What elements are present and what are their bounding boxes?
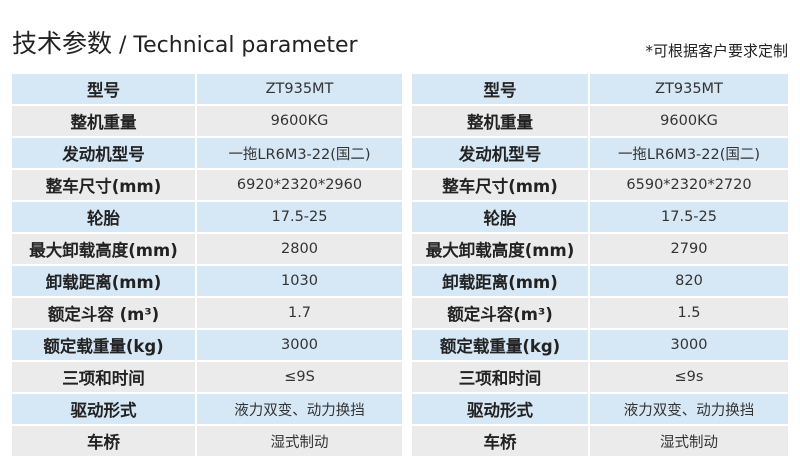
spec-table-right: 型号 ZT935MT 整机重量 9600KG 发动机型号 一拖LR6M3-22(国二) 整车… (410, 72, 790, 458)
spec-value: ZT935MT (197, 74, 402, 104)
spec-value: 2800 (197, 234, 402, 264)
spec-value: 6590*2320*2720 (590, 170, 788, 200)
spec-value: 17.5-25 (197, 202, 402, 232)
spec-value: 3000 (590, 330, 788, 360)
spec-label: 最大卸载高度(mm) (12, 234, 195, 264)
title-en: Technical parameter (133, 33, 358, 58)
spec-label: 卸载距离(mm) (412, 266, 588, 296)
table-row: 额定斗容(m³) 1.5 (412, 298, 788, 328)
spec-value: 2790 (590, 234, 788, 264)
table-row: 型号 ZT935MT (12, 74, 402, 104)
spec-label: 最大卸载高度(mm) (412, 234, 588, 264)
table-row: 三项和时间 ≤9s (412, 362, 788, 392)
spec-label: 整车尺寸(mm) (12, 170, 195, 200)
spec-value: 湿式制动 (590, 426, 788, 456)
spec-label: 三项和时间 (412, 362, 588, 392)
spec-value: 液力双变、动力换挡 (197, 394, 402, 424)
spec-label: 额定载重量(kg) (412, 330, 588, 360)
spec-value: 3000 (197, 330, 402, 360)
table-row: 额定载重量(kg) 3000 (412, 330, 788, 360)
table-row: 驱动形式 液力双变、动力换挡 (412, 394, 788, 424)
table-row: 车桥 湿式制动 (412, 426, 788, 456)
table-row: 整车尺寸(mm) 6920*2320*2960 (12, 170, 402, 200)
spec-value: 湿式制动 (197, 426, 402, 456)
table-row: 整机重量 9600KG (12, 106, 402, 136)
table-row: 额定载重量(kg) 3000 (12, 330, 402, 360)
spec-label: 额定斗容 (m³) (12, 298, 195, 328)
spec-value: 6920*2320*2960 (197, 170, 402, 200)
spec-label: 轮胎 (412, 202, 588, 232)
spec-value: ≤9S (197, 362, 402, 392)
spec-label: 驱动形式 (412, 394, 588, 424)
table-row: 驱动形式 液力双变、动力换挡 (12, 394, 402, 424)
spec-value: ≤9s (590, 362, 788, 392)
title-separator: / (112, 33, 134, 58)
spec-label: 型号 (12, 74, 195, 104)
title-cn: 技术参数 (12, 29, 113, 58)
spec-value: 9600KG (197, 106, 402, 136)
page-title: 技术参数 / Technical parameter (12, 24, 358, 60)
spec-label: 额定斗容(m³) (412, 298, 588, 328)
table-row: 卸载距离(mm) 820 (412, 266, 788, 296)
table-row: 额定斗容 (m³) 1.7 (12, 298, 402, 328)
spec-value: 1.7 (197, 298, 402, 328)
table-row: 三项和时间 ≤9S (12, 362, 402, 392)
spec-value: ZT935MT (590, 74, 788, 104)
spec-label: 发动机型号 (412, 138, 588, 168)
spec-value: 17.5-25 (590, 202, 788, 232)
table-row: 轮胎 17.5-25 (412, 202, 788, 232)
spec-label: 额定载重量(kg) (12, 330, 195, 360)
spec-label: 整机重量 (412, 106, 588, 136)
table-row: 最大卸载高度(mm) 2800 (12, 234, 402, 264)
spec-value: 一拖LR6M3-22(国二) (590, 138, 788, 168)
spec-label: 卸载距离(mm) (12, 266, 195, 296)
spec-label: 整车尺寸(mm) (412, 170, 588, 200)
table-row: 发动机型号 一拖LR6M3-22(国二) (12, 138, 402, 168)
spec-label: 三项和时间 (12, 362, 195, 392)
spec-label: 发动机型号 (12, 138, 195, 168)
table-row: 整机重量 9600KG (412, 106, 788, 136)
table-row: 整车尺寸(mm) 6590*2320*2720 (412, 170, 788, 200)
spec-value: 9600KG (590, 106, 788, 136)
spec-value: 一拖LR6M3-22(国二) (197, 138, 402, 168)
spec-label: 轮胎 (12, 202, 195, 232)
spec-label: 整机重量 (12, 106, 195, 136)
table-row: 车桥 湿式制动 (12, 426, 402, 456)
spec-label: 驱动形式 (12, 394, 195, 424)
spec-table-left: 型号 ZT935MT 整机重量 9600KG 发动机型号 一拖LR6M3-22(国二) 整车… (10, 72, 404, 458)
table-row: 最大卸载高度(mm) 2790 (412, 234, 788, 264)
spec-value: 液力双变、动力换挡 (590, 394, 788, 424)
spec-label: 车桥 (12, 426, 195, 456)
spec-value: 1030 (197, 266, 402, 296)
table-row: 轮胎 17.5-25 (12, 202, 402, 232)
table-row: 型号 ZT935MT (412, 74, 788, 104)
spec-label: 型号 (412, 74, 588, 104)
table-row: 卸载距离(mm) 1030 (12, 266, 402, 296)
spec-label: 车桥 (412, 426, 588, 456)
table-row: 发动机型号 一拖LR6M3-22(国二) (412, 138, 788, 168)
customization-note: *可根据客户要求定制 (645, 42, 788, 60)
spec-value: 820 (590, 266, 788, 296)
spec-value: 1.5 (590, 298, 788, 328)
